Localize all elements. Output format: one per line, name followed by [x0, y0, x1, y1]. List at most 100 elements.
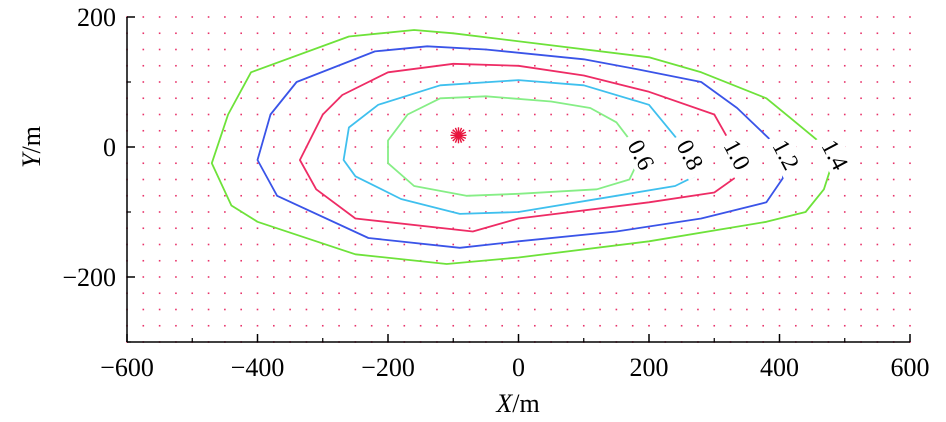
grid-dot [175, 276, 177, 278]
grid-dot [289, 194, 291, 197]
grid-dot [876, 324, 879, 327]
grid-dot [534, 16, 536, 18]
grid-dot [680, 194, 683, 197]
grid-dot [631, 324, 634, 327]
grid-dot [273, 292, 275, 295]
grid-dot [354, 162, 357, 165]
grid-dot [811, 113, 813, 116]
grid-dot [175, 162, 177, 165]
grid-dot [664, 32, 667, 35]
grid-dot [175, 292, 177, 295]
grid-dot [354, 129, 357, 132]
grid-dot [191, 97, 194, 100]
grid-dot [501, 146, 503, 148]
grid-dot [746, 243, 748, 246]
grid-dot [142, 146, 145, 148]
grid-dot [892, 162, 895, 165]
grid-dot [631, 32, 634, 35]
grid-dot [224, 276, 226, 278]
contour-label-bg [813, 129, 857, 181]
grid-dot [713, 178, 716, 181]
grid-dot [485, 97, 487, 100]
grid-dot [729, 129, 732, 132]
grid-dot [158, 292, 161, 295]
grid-dot [321, 276, 324, 278]
grid-dot [534, 324, 536, 327]
grid-dot [778, 113, 781, 116]
grid-dot [550, 292, 552, 295]
grid-dot [501, 194, 503, 197]
grid-dot [517, 48, 520, 51]
grid-dot [631, 48, 634, 51]
grid-dot [582, 178, 585, 181]
grid-dot [436, 308, 438, 311]
grid-dot [811, 32, 813, 35]
grid-dot [305, 211, 308, 213]
grid-dot [191, 227, 194, 230]
grid-dot [403, 129, 406, 132]
grid-dot [697, 16, 699, 18]
grid-dot [746, 178, 748, 181]
grid-dot [827, 48, 830, 51]
grid-dot [240, 178, 242, 181]
grid-dot [729, 48, 732, 51]
grid-dot [680, 243, 683, 246]
grid-dot [746, 64, 748, 67]
grid-dot [892, 292, 895, 295]
grid-dot [142, 243, 145, 246]
grid-dot [240, 227, 242, 230]
grid-dot [631, 259, 634, 262]
grid-dot [811, 194, 813, 197]
grid-dot [550, 146, 552, 148]
grid-dot [664, 227, 667, 230]
grid-dot [191, 16, 194, 18]
grid-dot [485, 178, 487, 181]
grid-dot [909, 146, 911, 148]
grid-dot [273, 129, 275, 132]
grid-dot [599, 178, 601, 181]
grid-dot [811, 81, 813, 83]
grid-dot [191, 162, 194, 165]
grid-dot [876, 64, 879, 67]
grid-dot [843, 259, 846, 262]
grid-dot [452, 81, 455, 83]
grid-dot [240, 194, 242, 197]
grid-dot [419, 162, 422, 165]
grid-dot [158, 194, 161, 197]
grid-dot [566, 308, 569, 311]
grid-dot [273, 276, 275, 278]
grid-dot [615, 308, 618, 311]
grid-dot [615, 211, 618, 213]
grid-dot [599, 292, 601, 295]
grid-dot [795, 194, 797, 197]
grid-dot [827, 178, 830, 181]
grid-dot [582, 129, 585, 132]
grid-dot [876, 129, 879, 132]
grid-dot [664, 308, 667, 311]
grid-dot [534, 276, 536, 278]
grid-dot [697, 324, 699, 327]
grid-dot [436, 292, 438, 295]
grid-dot [876, 48, 879, 51]
grid-dot [664, 194, 667, 197]
grid-dot [158, 64, 161, 67]
grid-dot [207, 259, 210, 262]
grid-dot [370, 32, 373, 35]
grid-dot [664, 81, 667, 83]
grid-dot [729, 308, 732, 311]
grid-dot [370, 243, 373, 246]
grid-dot [876, 292, 879, 295]
grid-dot [224, 324, 226, 327]
grid-dot [338, 146, 340, 148]
grid-dot [648, 129, 650, 132]
grid-dot [419, 16, 422, 18]
grid-dot [305, 16, 308, 18]
grid-dot [158, 211, 161, 213]
grid-dot [354, 16, 357, 18]
contour-line-0-6 [387, 95, 643, 197]
grid-dot [142, 308, 145, 311]
grid-dot [566, 259, 569, 262]
grid-dot [273, 324, 275, 327]
grid-dot [289, 146, 291, 148]
grid-dot [468, 292, 471, 295]
